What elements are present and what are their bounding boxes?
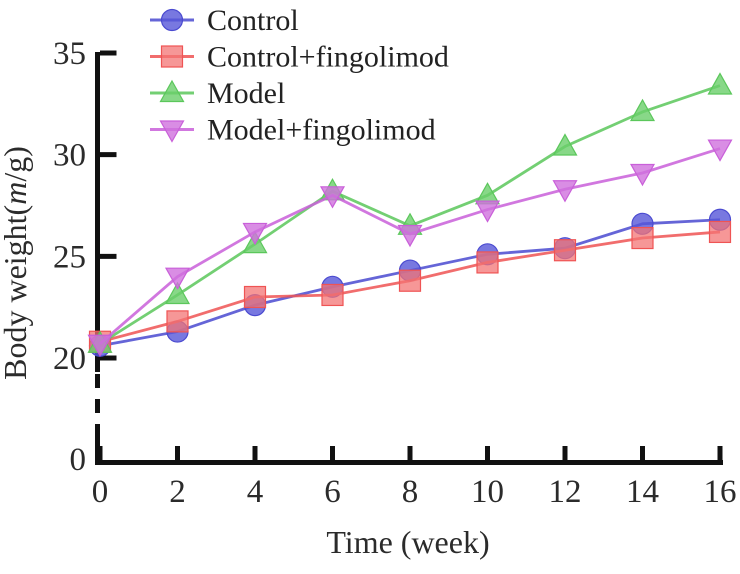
marker-control-fingolimod [243,285,267,309]
marker-model [629,98,656,122]
marker-model [707,72,733,95]
x-axis-title: Time (week) [326,524,489,560]
marker-control-fingolimod [553,239,577,262]
y-tick-label: 25 [53,239,86,275]
marker-model-fingolimod [319,186,346,209]
x-tick-label: 12 [549,474,582,510]
marker-control-fingolimod [708,220,732,244]
legend-marker-triangle-up [159,79,185,103]
marker-model-fingolimod [397,224,423,248]
marker-model-fingolimod [87,334,113,357]
marker-model [164,281,191,305]
legend-marker-triangle-down [159,120,185,143]
legend-label: Control [207,4,299,37]
x-tick-label: 14 [626,474,659,510]
x-tick-label: 2 [169,474,186,510]
x-tick-label: 4 [247,474,264,510]
y-tick-label: 35 [53,36,86,72]
x-tick-label: 8 [402,474,419,510]
legend-label: Model [207,77,285,110]
x-tick-label: 0 [92,474,109,510]
legend-label: Model+fingolimod [207,114,436,147]
marker-model-fingolimod [474,200,501,223]
marker-model-fingolimod [164,267,191,290]
marker-model-fingolimod [707,139,733,162]
marker-control-fingolimod [476,251,499,274]
x-tick-label: 16 [704,474,737,510]
marker-control-fingolimod [321,283,344,307]
x-tick-label: 10 [471,474,504,510]
legend-label: Control+fingolimod [207,41,449,74]
marker-control-fingolimod [166,310,189,333]
y-tick-label: 30 [53,138,86,174]
legend-marker-square [160,45,184,68]
marker-model-fingolimod [242,222,268,246]
y-axis-title: Body weight(m/g) [0,146,33,380]
marker-model [552,133,578,156]
y-tick-label: 20 [53,341,86,377]
marker-control-fingolimod [398,269,422,292]
y-tick-label-zero: 0 [70,442,87,478]
marker-control-fingolimod [631,226,654,250]
legend-marker-circle [160,8,184,32]
marker-model-fingolimod [629,163,656,187]
x-tick-label: 6 [324,474,341,510]
marker-model-fingolimod [552,180,578,203]
